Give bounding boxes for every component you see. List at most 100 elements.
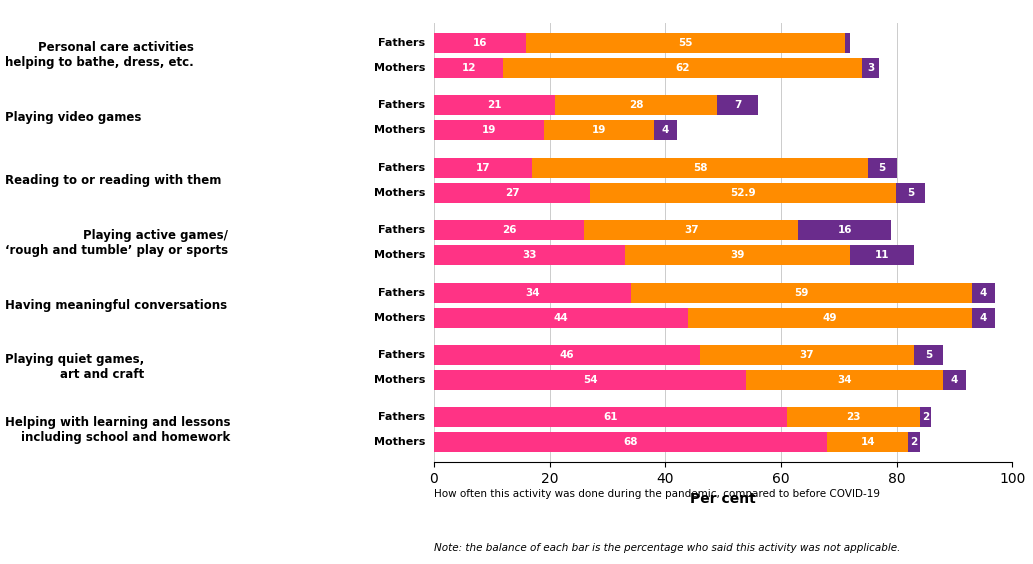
Text: 49: 49 [823, 312, 838, 323]
Text: 2: 2 [910, 438, 917, 447]
Text: Fathers: Fathers [378, 162, 426, 173]
Bar [862, 58, 879, 78]
Text: 2: 2 [921, 412, 930, 422]
Bar [434, 183, 590, 202]
Text: 37: 37 [684, 225, 698, 235]
Text: 5: 5 [907, 187, 914, 197]
Text: 16: 16 [473, 38, 488, 47]
Text: Having meaningful conversations: Having meaningful conversations [5, 298, 227, 311]
Text: 17: 17 [476, 162, 491, 173]
Bar [688, 307, 972, 328]
Bar [590, 183, 896, 202]
Text: 11: 11 [875, 250, 889, 260]
Bar [434, 157, 532, 178]
Bar [700, 345, 914, 365]
Text: How often this activity was done during the pandemic, compared to before COVID-1: How often this activity was done during … [434, 489, 880, 499]
Text: Mothers: Mothers [374, 312, 426, 323]
Text: Fathers: Fathers [378, 225, 426, 235]
Bar [654, 120, 677, 140]
Bar [943, 370, 966, 390]
Bar [746, 370, 943, 390]
Bar [434, 245, 625, 265]
Bar [919, 407, 932, 428]
Text: Fathers: Fathers [378, 350, 426, 360]
Text: 27: 27 [505, 187, 520, 197]
Text: 68: 68 [623, 438, 637, 447]
Text: 52.9: 52.9 [730, 187, 756, 197]
Text: 4: 4 [979, 312, 988, 323]
Text: 19: 19 [592, 125, 606, 135]
Text: 62: 62 [676, 63, 690, 73]
Bar [972, 307, 995, 328]
Bar [914, 345, 943, 365]
Bar [527, 33, 845, 52]
Text: 54: 54 [583, 375, 597, 385]
Bar [532, 157, 868, 178]
Text: Playing quiet games,
art and craft: Playing quiet games, art and craft [5, 354, 145, 381]
Bar [434, 58, 503, 78]
Bar [625, 245, 850, 265]
Text: 19: 19 [481, 125, 496, 135]
Text: Helping with learning and lessons
including school and homework: Helping with learning and lessons includ… [5, 416, 230, 444]
Text: 4: 4 [950, 375, 959, 385]
Bar [434, 307, 688, 328]
Text: 33: 33 [522, 250, 536, 260]
Text: Fathers: Fathers [378, 38, 426, 47]
Bar [850, 245, 914, 265]
Text: Mothers: Mothers [374, 125, 426, 135]
Text: 16: 16 [838, 225, 852, 235]
Text: Mothers: Mothers [374, 63, 426, 73]
Text: 14: 14 [860, 438, 875, 447]
Bar [787, 407, 919, 428]
Text: 39: 39 [730, 250, 745, 260]
Bar [845, 33, 850, 52]
Text: 4: 4 [979, 288, 988, 298]
Text: 59: 59 [794, 288, 809, 298]
Text: 5: 5 [925, 350, 932, 360]
Bar [503, 58, 862, 78]
Text: 26: 26 [502, 225, 516, 235]
Text: Mothers: Mothers [374, 375, 426, 385]
Text: Mothers: Mothers [374, 438, 426, 447]
Bar [434, 433, 827, 452]
Text: 34: 34 [525, 288, 539, 298]
Bar [434, 33, 527, 52]
Bar [434, 345, 700, 365]
Text: 37: 37 [800, 350, 814, 360]
Bar [434, 95, 556, 115]
Bar [972, 283, 995, 302]
Bar [799, 220, 890, 240]
Text: Personal care activities
helping to bathe, dress, etc.: Personal care activities helping to bath… [5, 41, 194, 69]
Text: 55: 55 [679, 38, 693, 47]
Bar [827, 433, 908, 452]
X-axis label: Per cent: Per cent [690, 492, 756, 506]
Bar [434, 120, 543, 140]
Text: Playing active games/
‘rough and tumble’ play or sports: Playing active games/ ‘rough and tumble’… [5, 228, 228, 257]
Text: 3: 3 [867, 63, 874, 73]
Text: 28: 28 [629, 100, 644, 110]
Text: 46: 46 [560, 350, 574, 360]
Text: Note: the balance of each bar is the percentage who said this activity was not a: Note: the balance of each bar is the per… [434, 543, 900, 553]
Bar [868, 157, 897, 178]
Bar [434, 407, 787, 428]
Text: Fathers: Fathers [378, 412, 426, 422]
Bar [896, 183, 925, 202]
Bar [434, 220, 585, 240]
Bar [717, 95, 758, 115]
Text: 34: 34 [838, 375, 852, 385]
Text: Playing video games: Playing video games [5, 111, 142, 124]
Text: Fathers: Fathers [378, 100, 426, 110]
Bar [556, 95, 717, 115]
Text: 58: 58 [693, 162, 708, 173]
Text: 5: 5 [878, 162, 886, 173]
Text: 23: 23 [846, 412, 860, 422]
Bar [434, 283, 630, 302]
Text: 12: 12 [462, 63, 476, 73]
Bar [543, 120, 654, 140]
Text: Mothers: Mothers [374, 187, 426, 197]
Text: Fathers: Fathers [378, 288, 426, 298]
Text: Mothers: Mothers [374, 250, 426, 260]
Bar [585, 220, 799, 240]
Bar [908, 433, 919, 452]
Bar [630, 283, 972, 302]
